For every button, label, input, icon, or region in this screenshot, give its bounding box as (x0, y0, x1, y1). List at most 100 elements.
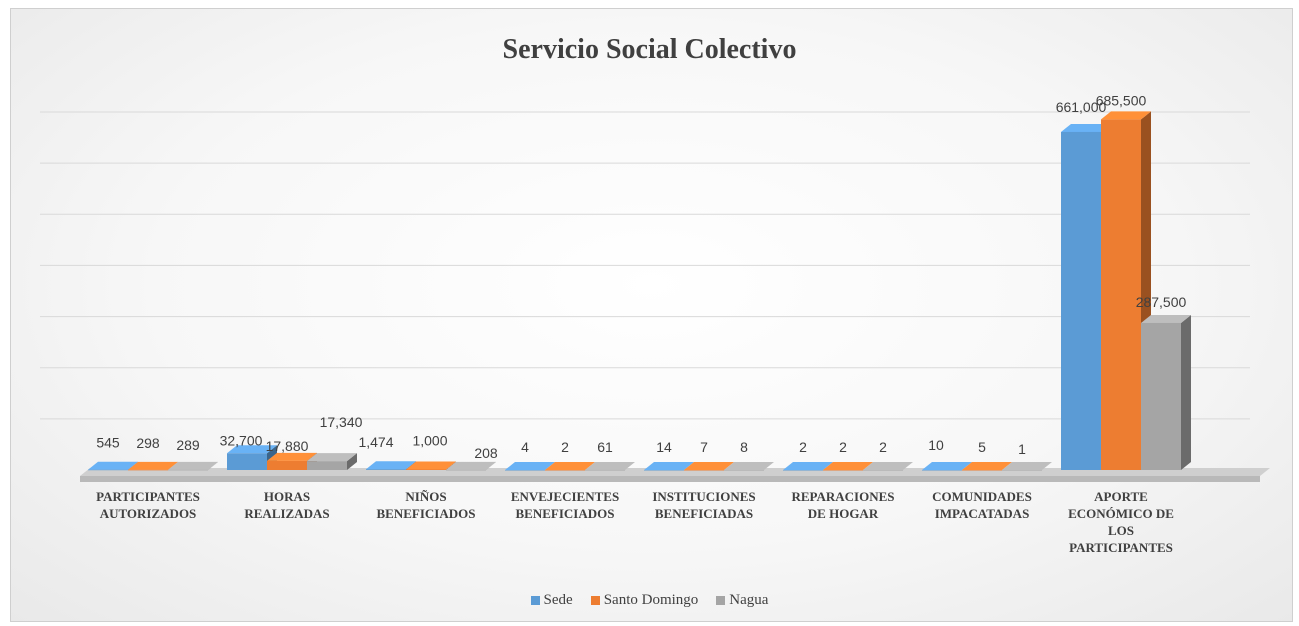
data-label: 1 (1018, 441, 1026, 457)
data-label: 298 (136, 435, 160, 451)
category-label-line: BENEFICIADOS (516, 506, 615, 521)
category-label-line: NIÑOS (405, 489, 446, 504)
bar-top (88, 461, 138, 470)
bar-top (505, 461, 555, 470)
category-label-line: APORTE (1094, 489, 1148, 504)
category-label-line: IMPACATADAS (935, 506, 1030, 521)
bar (823, 469, 863, 471)
bar (545, 469, 585, 471)
bar-side (1002, 461, 1012, 470)
bar (585, 469, 625, 471)
bar-side (208, 461, 218, 470)
chart-legend: Sede Santo Domingo Nagua (0, 592, 1299, 609)
category-label-line: AUTORIZADOS (100, 506, 197, 521)
data-label: 61 (597, 439, 613, 455)
data-label: 14 (656, 439, 672, 455)
legend-swatch (716, 596, 726, 605)
bar-top (962, 461, 1012, 470)
bar (1061, 131, 1101, 470)
data-label: 289 (176, 437, 200, 453)
bar (307, 461, 347, 470)
bar-top (1061, 123, 1111, 132)
data-label: 2 (839, 439, 847, 455)
data-label: 685,500 (1096, 92, 1147, 108)
category-label: ENVEJECIENTES BENEFICIADOS (511, 489, 619, 521)
data-label: 7 (700, 439, 708, 455)
bar-top (644, 461, 694, 470)
category-label: COMUNIDADES IMPACATADAS (932, 489, 1032, 521)
bar (88, 469, 128, 471)
bar (505, 469, 545, 471)
bar-side (347, 453, 357, 470)
legend-label: Nagua (729, 592, 769, 608)
bar-top (545, 461, 595, 470)
bars (88, 111, 1191, 471)
category-label-line: DE HOGAR (808, 506, 879, 521)
data-label: 10 (928, 437, 944, 453)
data-label: 2 (879, 439, 887, 455)
data-label: 1,474 (358, 434, 393, 450)
category-label-line: BENEFICIADOS (377, 506, 476, 521)
legend-label: Santo Domingo (603, 592, 699, 608)
data-label: 32,700 (220, 432, 263, 448)
bar-top (724, 461, 774, 470)
category-label-line: REALIZADAS (244, 506, 329, 521)
category-label-line: ECONÓMICO DE (1068, 506, 1174, 521)
category-label: INSTITUCIONES BENEFICIADAS (652, 489, 755, 521)
category-label-line: REPARACIONES (791, 489, 894, 504)
data-labels: 545 298 289 32,700 17,880 17,340 1,474 1,000 208… (96, 92, 1186, 460)
bar-top (128, 461, 178, 470)
data-label: 8 (740, 439, 748, 455)
bar (644, 469, 684, 471)
bar (366, 469, 406, 470)
bar (168, 469, 208, 471)
bar (724, 469, 764, 471)
category-label-line: COMUNIDADES (932, 489, 1032, 504)
legend-item: Sede (530, 592, 573, 609)
bar (1002, 469, 1042, 471)
category-label-line: BENEFICIADAS (655, 506, 753, 521)
bar (783, 469, 823, 471)
bar-top (1141, 314, 1191, 323)
bar-top (307, 453, 357, 462)
bar-side (903, 461, 913, 470)
bar-top (267, 452, 317, 461)
data-label: 1,000 (412, 432, 447, 448)
category-label-line: HORAS (264, 489, 310, 504)
category-label-line: ENVEJECIENTES (511, 489, 619, 504)
data-label: 2 (799, 439, 807, 455)
bar-side (764, 461, 774, 470)
data-label: 661,000 (1056, 99, 1107, 115)
legend-swatch (590, 596, 600, 605)
bar (922, 469, 962, 471)
category-label: PARTICIPANTES AUTORIZADOS (96, 489, 200, 521)
legend-swatch (530, 596, 540, 605)
bar-top (823, 461, 873, 470)
category-label-line: INSTITUCIONES (652, 489, 755, 504)
bar-side (625, 461, 635, 470)
bar-top (863, 461, 913, 470)
bar-top (922, 461, 972, 470)
data-label: 2 (561, 439, 569, 455)
bar (227, 453, 267, 470)
bar-top (1101, 111, 1151, 120)
legend-item: Santo Domingo (590, 592, 699, 609)
data-label: 545 (96, 435, 120, 451)
category-label: NIÑOS BENEFICIADOS (377, 489, 476, 521)
bar-top (783, 461, 833, 470)
bar-top (446, 461, 496, 470)
bar-top (1002, 461, 1052, 470)
bar (962, 469, 1002, 471)
chart-floor-edge (80, 476, 1260, 482)
bar (1101, 119, 1141, 470)
bar-top (366, 461, 416, 470)
bar-side (1181, 314, 1191, 470)
bar (1141, 322, 1181, 470)
bar-top (406, 461, 456, 470)
bar-top (168, 461, 218, 470)
bar-side (1042, 461, 1052, 470)
category-label: REPARACIONES DE HOGAR (791, 489, 894, 521)
data-label: 17,340 (320, 414, 363, 430)
bar (446, 469, 486, 471)
